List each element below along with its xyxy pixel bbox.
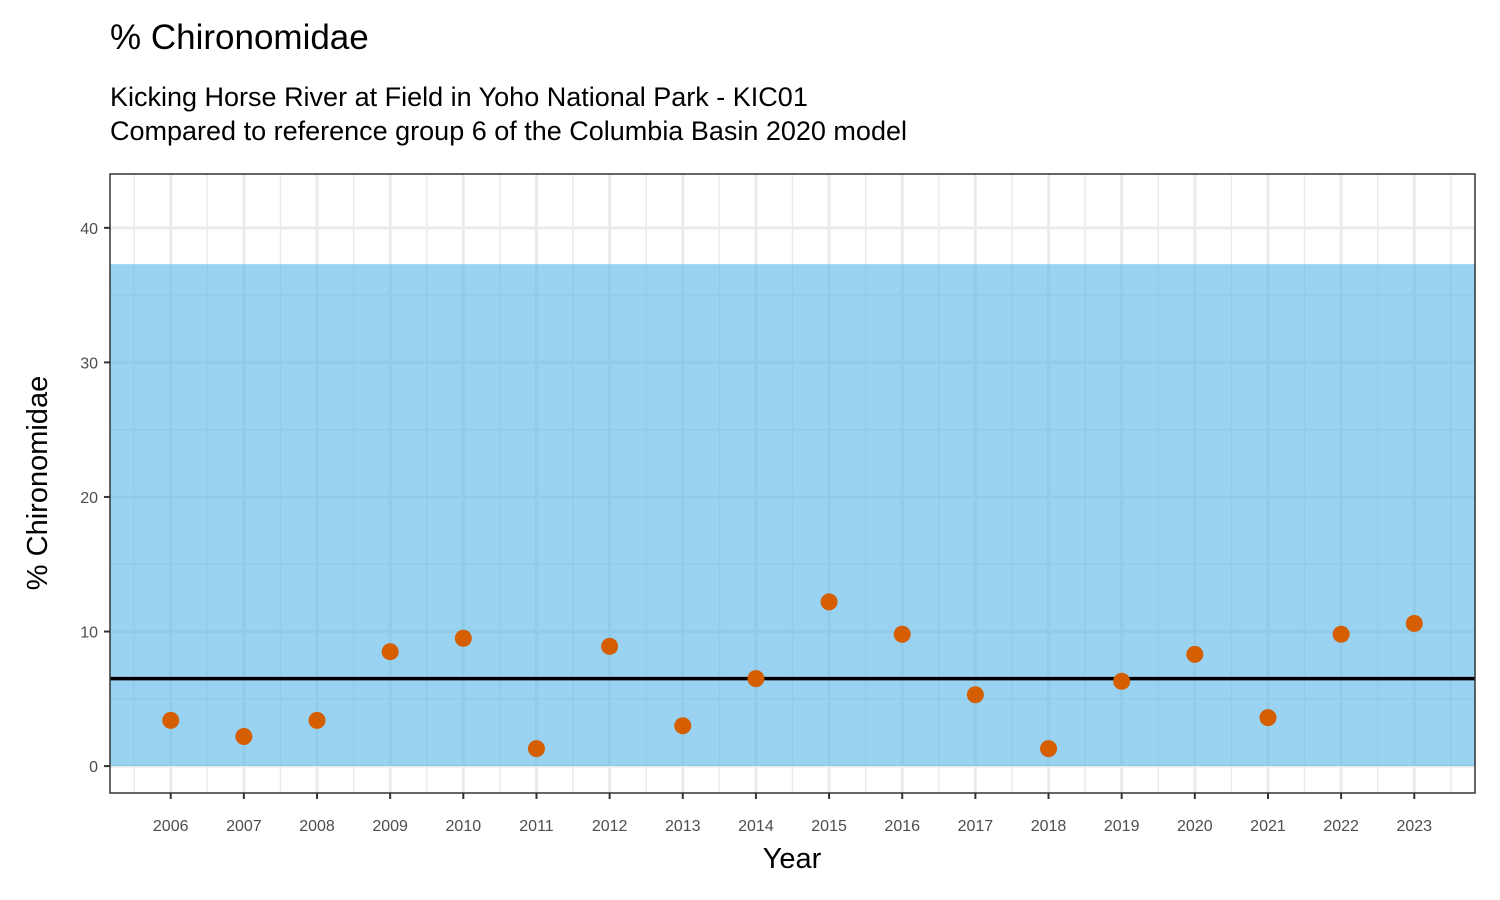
data-point xyxy=(1040,740,1058,758)
data-point xyxy=(820,593,838,611)
data-point xyxy=(235,727,253,745)
x-tick-label: 2009 xyxy=(372,818,408,835)
x-tick-label: 2014 xyxy=(738,818,774,835)
data-point xyxy=(454,629,472,647)
x-tick-label: 2010 xyxy=(446,818,482,835)
y-tick-label: 20 xyxy=(80,490,98,507)
data-point xyxy=(1259,709,1277,727)
reference-band xyxy=(110,264,1475,767)
x-tick-label: 2012 xyxy=(592,818,628,835)
x-tick-label: 2020 xyxy=(1177,818,1213,835)
data-point xyxy=(966,686,984,704)
data-point xyxy=(601,637,619,655)
x-tick-label: 2021 xyxy=(1250,818,1286,835)
panel-border xyxy=(109,173,1476,794)
data-point xyxy=(162,711,180,729)
y-tick-label: 0 xyxy=(89,759,98,776)
data-point xyxy=(381,643,399,661)
x-tick-label: 2023 xyxy=(1396,818,1432,835)
chart-subtitle-1: Kicking Horse River at Field in Yoho Nat… xyxy=(110,82,808,112)
data-point xyxy=(1113,672,1131,690)
chart-title: % Chironomidae xyxy=(110,18,369,57)
data-point xyxy=(747,670,765,688)
data-point xyxy=(1405,614,1423,632)
axis-ticks: 0 10 20 30 40 2006 2007 2008 2009 2010 2011 2012 201… xyxy=(80,221,1432,835)
data-point xyxy=(1332,625,1350,643)
x-tick-label: 2022 xyxy=(1323,818,1359,835)
data-points xyxy=(162,593,1423,758)
x-tick-label: 2015 xyxy=(811,818,847,835)
chart-subtitle-2: Compared to reference group 6 of the Col… xyxy=(110,116,907,146)
x-tick-label: 2018 xyxy=(1031,818,1067,835)
data-point xyxy=(308,711,326,729)
x-tick-label: 2006 xyxy=(153,818,189,835)
x-axis-label: Year xyxy=(763,843,822,875)
data-point xyxy=(893,625,911,643)
data-point xyxy=(674,717,692,735)
data-point xyxy=(527,740,545,758)
x-tick-label: 2008 xyxy=(299,818,335,835)
x-tick-label: 2011 xyxy=(519,818,554,835)
y-tick-label: 40 xyxy=(80,221,98,238)
y-tick-label: 10 xyxy=(80,625,98,642)
y-axis-label: % Chironomidae xyxy=(22,376,54,590)
x-tick-label: 2007 xyxy=(226,818,262,835)
x-tick-label: 2013 xyxy=(665,818,701,835)
data-point xyxy=(1186,645,1204,663)
x-tick-label: 2016 xyxy=(884,818,920,835)
x-tick-label: 2017 xyxy=(958,818,994,835)
y-tick-label: 30 xyxy=(80,355,98,372)
x-tick-label: 2019 xyxy=(1104,818,1140,835)
